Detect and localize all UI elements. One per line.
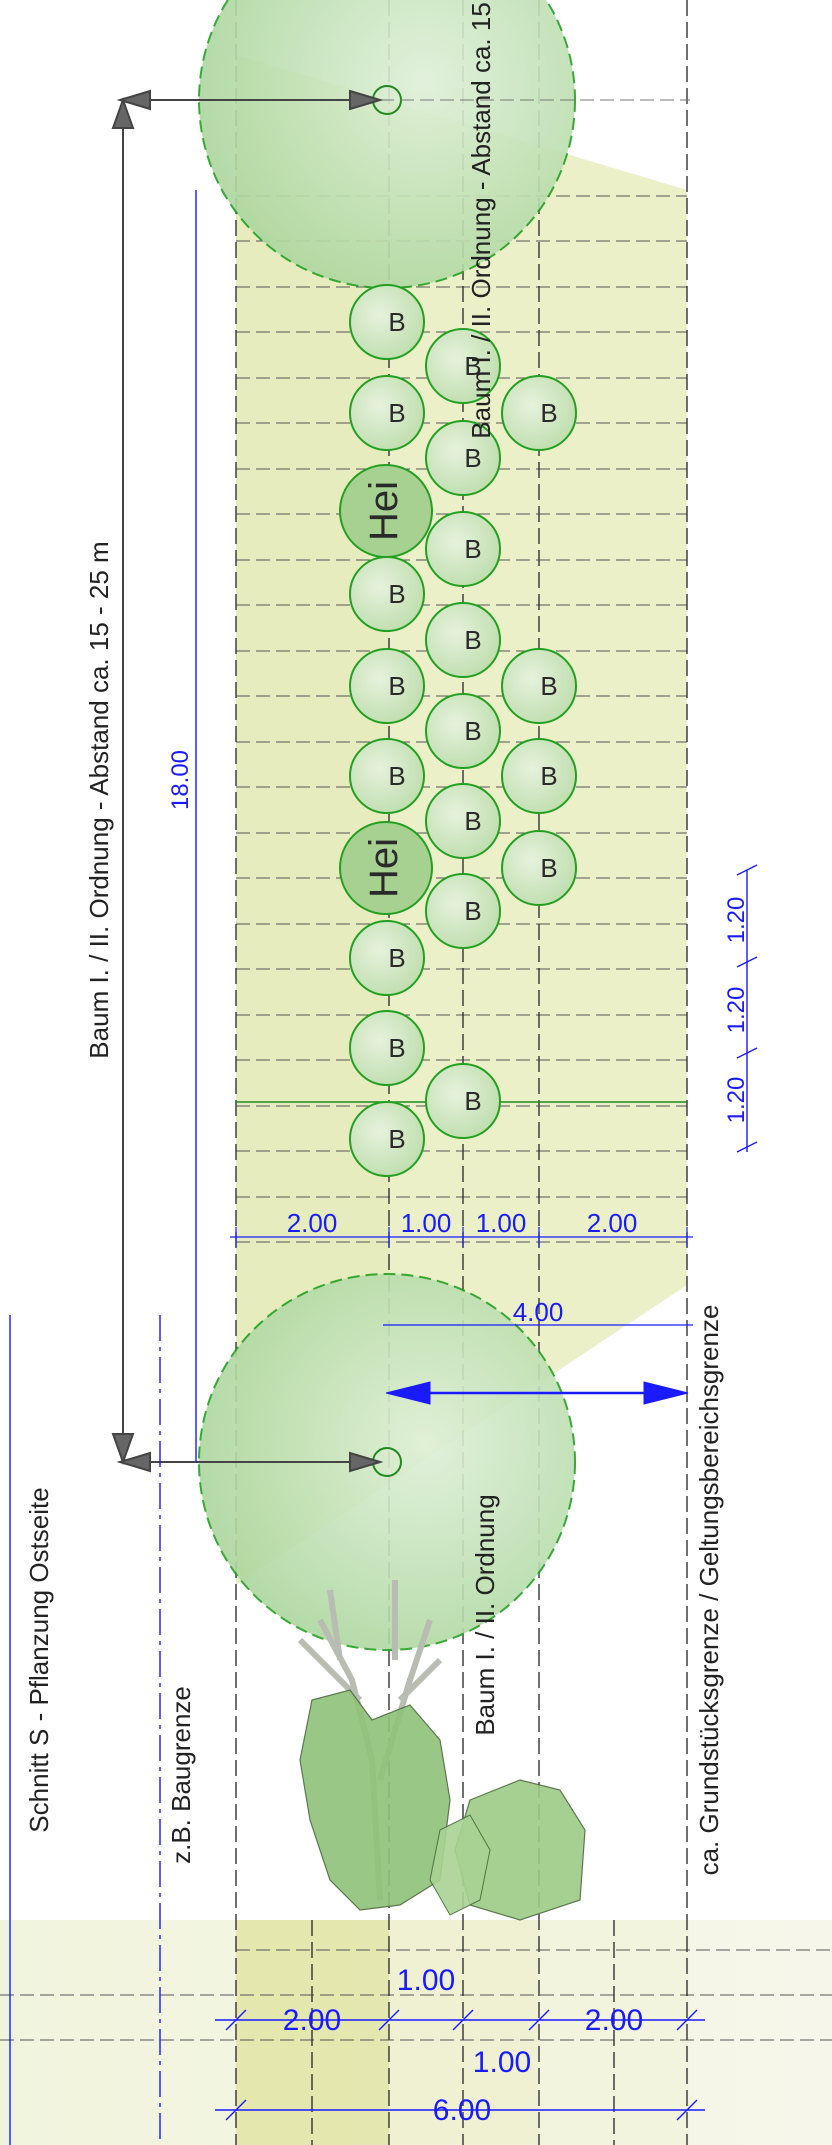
spacing-dimension <box>736 864 758 1153</box>
section-total-label: 6.00 <box>433 2094 491 2127</box>
section-title: Schnitt S - Pflanzung Ostseite <box>24 1487 54 1832</box>
shrub <box>425 420 501 496</box>
grenze-label: ca. Grundstücksgrenze / Geltungsbereichs… <box>694 1305 724 1876</box>
tree-canopy-bottom <box>198 1273 576 1651</box>
heister-label: Hei <box>362 481 406 541</box>
shrub <box>425 602 501 678</box>
shrub-label: B <box>540 398 557 428</box>
section-mid-top-label: 1.00 <box>397 1964 455 1997</box>
baugrenze-label: z.B. Baugrenze <box>166 1686 196 1864</box>
row-width-c: 1.00 <box>476 1208 527 1238</box>
row-width-a: 2.00 <box>287 1208 338 1238</box>
tree-offset-label: 4.00 <box>513 1297 564 1327</box>
length-dimension-label: 18.00 <box>167 750 194 810</box>
tree-offset-arrow <box>385 1381 689 1405</box>
shrub-label: B <box>464 625 481 655</box>
shrub-label: B <box>540 853 557 883</box>
shrub-label: B <box>540 761 557 791</box>
heister-label: Hei <box>362 838 406 898</box>
shrub <box>425 328 501 404</box>
shrub-label: B <box>388 398 405 428</box>
tree-label-top: Baum I. / II. Ordnung - Abstand ca. 15 -… <box>466 0 496 439</box>
spacing-label-1: 1.20 <box>723 897 750 944</box>
row-width-dimension <box>230 1227 693 1247</box>
shrub-label: B <box>464 716 481 746</box>
shrub-label: B <box>388 761 405 791</box>
shrub <box>501 738 577 814</box>
tree-elevation-illustration <box>297 1580 586 1921</box>
shrub-label: B <box>540 671 557 701</box>
shrub <box>501 830 577 906</box>
shrub-label: B <box>464 806 481 836</box>
shrub-label: B <box>464 1086 481 1116</box>
shrub <box>349 648 425 724</box>
shrub-label: B <box>464 896 481 926</box>
shrub <box>425 783 501 859</box>
shrub-group <box>349 284 577 1177</box>
shrub-label: B <box>464 443 481 473</box>
shrub <box>501 375 577 451</box>
shrub-label: B <box>388 307 405 337</box>
row-width-d: 2.00 <box>587 1208 638 1238</box>
shrub <box>425 693 501 769</box>
shrub-label: B <box>388 671 405 701</box>
spacing-label-2: 1.20 <box>723 987 750 1034</box>
shrub <box>349 375 425 451</box>
section-left-label: 2.00 <box>283 2004 341 2037</box>
shrub-label: B <box>464 351 481 381</box>
tree-label-top-text: Baum I. / II. Ordnung - Abstand ca. 15 -… <box>466 0 496 439</box>
shrub-label: B <box>388 579 405 609</box>
section-right-label: 2.00 <box>585 2004 643 2037</box>
heister-group <box>339 464 433 915</box>
shrub <box>349 738 425 814</box>
heister <box>339 821 433 915</box>
shrub <box>349 1010 425 1086</box>
shrub <box>501 648 577 724</box>
shrub <box>425 511 501 587</box>
shrub-label: B <box>388 1033 405 1063</box>
shrub <box>425 873 501 949</box>
shrub-label: B <box>388 1124 405 1154</box>
tree-distance-label: Baum I. / II. Ordnung - Abstand ca. 15 -… <box>84 541 114 1058</box>
row-width-b: 1.00 <box>401 1208 452 1238</box>
tree-label-bottom: Baum I. / II. Ordnung <box>470 1494 500 1735</box>
section-dimension <box>215 2009 705 2121</box>
shrub <box>425 1063 501 1139</box>
tree-distance-dimension <box>111 89 384 1473</box>
shrub <box>349 556 425 632</box>
shrub-label: B <box>464 534 481 564</box>
shrub-label: B <box>388 943 405 973</box>
planting-area-shade <box>236 55 390 1585</box>
section-band-mid <box>389 1920 539 2145</box>
shrub <box>349 920 425 996</box>
spacing-label-3: 1.20 <box>723 1077 750 1124</box>
heister <box>339 464 433 558</box>
shrub <box>349 1101 425 1177</box>
shrub <box>349 284 425 360</box>
section-mid-bottom-label: 1.00 <box>473 2046 531 2079</box>
